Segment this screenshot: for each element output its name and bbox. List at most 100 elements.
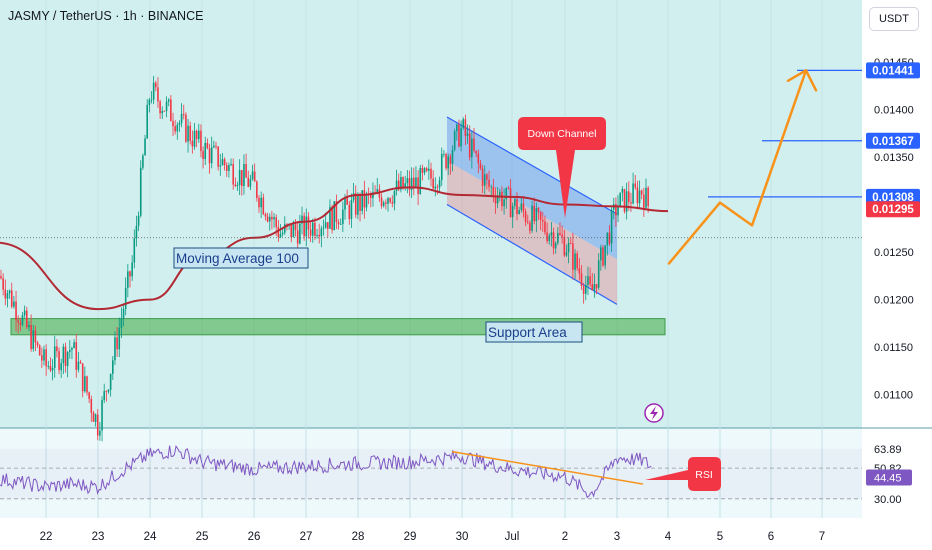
candle-body [518, 209, 520, 215]
candle [559, 222, 561, 236]
candle-body [19, 322, 22, 325]
candle [208, 143, 211, 174]
candle [520, 197, 523, 213]
candle-body [4, 289, 7, 299]
candle-body [593, 284, 596, 291]
candle-body [193, 130, 196, 147]
candle-body [466, 133, 469, 136]
candle [419, 164, 422, 195]
candle [591, 273, 594, 291]
candle-body [372, 191, 374, 199]
candle-body [606, 232, 609, 246]
candle [45, 344, 47, 376]
candle-body [10, 290, 13, 307]
candle [187, 119, 189, 153]
candle-body [483, 174, 486, 186]
time-tick-label: 27 [300, 531, 313, 543]
candle-body [316, 234, 318, 236]
candle [380, 193, 383, 209]
candle-body [152, 82, 155, 100]
candle-body [148, 99, 151, 105]
candle [492, 178, 495, 203]
candle [127, 264, 129, 298]
candle [47, 360, 50, 370]
down-channel-lower-line [446, 203, 618, 305]
candle-body [127, 271, 129, 288]
currency-button[interactable]: USDT [869, 7, 919, 31]
candle [36, 340, 39, 348]
candle [6, 289, 9, 308]
candle [129, 270, 131, 288]
candle [451, 145, 454, 172]
candle-body [569, 243, 572, 244]
time-tick-label: 24 [144, 531, 157, 543]
candle-body [195, 130, 198, 140]
candle [572, 232, 574, 280]
candle-body [174, 126, 176, 132]
candle [537, 206, 540, 220]
candle-body [223, 159, 226, 166]
rsi-callout-text: RSI [695, 469, 713, 481]
time-axis-bg [0, 518, 932, 550]
candle [406, 170, 409, 194]
candle [486, 172, 488, 190]
candle [163, 110, 166, 112]
candle [71, 346, 73, 360]
price-marker-4: 0.01295 [866, 201, 920, 218]
candle [290, 224, 293, 243]
candle-body [552, 232, 555, 249]
candle-body [131, 262, 133, 277]
candle-body [632, 183, 634, 204]
candle [10, 282, 13, 309]
candle-body [357, 196, 359, 215]
candle-body [335, 201, 338, 223]
time-tick-label: 30 [456, 531, 469, 543]
candle [453, 128, 456, 152]
candle [514, 198, 516, 210]
candle-body [198, 130, 200, 140]
candle-body [56, 346, 58, 352]
candle-body [505, 187, 508, 200]
candle-body [391, 201, 394, 204]
candle-body [307, 216, 310, 230]
candle [434, 177, 437, 197]
candle [155, 80, 157, 92]
candle-body [38, 345, 41, 356]
candle-body [597, 260, 600, 288]
candle [198, 123, 200, 143]
candle-body [43, 349, 45, 361]
candle [645, 178, 647, 209]
candle [546, 222, 548, 244]
candle-body [415, 177, 417, 188]
candle-body [526, 221, 529, 223]
candle [109, 373, 112, 397]
support-label-box [485, 321, 583, 343]
candle-body [161, 110, 164, 114]
candle-body [587, 276, 589, 286]
candle-body [139, 167, 142, 216]
candle-body [494, 196, 497, 204]
candle-body [589, 276, 591, 285]
candle-body [585, 285, 587, 294]
candle [43, 345, 45, 366]
candle [327, 222, 329, 238]
candle-body [460, 127, 462, 147]
candle-body [13, 301, 15, 307]
candle-body [137, 215, 140, 226]
candle [210, 136, 213, 169]
candle-body [243, 163, 245, 187]
candle [421, 164, 424, 181]
candle [56, 339, 58, 358]
candle-body [225, 165, 228, 171]
candle-body [142, 155, 144, 168]
candle [503, 188, 505, 215]
candle [146, 99, 148, 139]
time-tick-label: 22 [40, 531, 53, 543]
candle-body [36, 342, 39, 346]
candle-body [189, 125, 191, 141]
candle [247, 170, 250, 188]
candle-body [178, 122, 181, 125]
candle-body [337, 222, 340, 225]
candle-body [318, 234, 320, 237]
